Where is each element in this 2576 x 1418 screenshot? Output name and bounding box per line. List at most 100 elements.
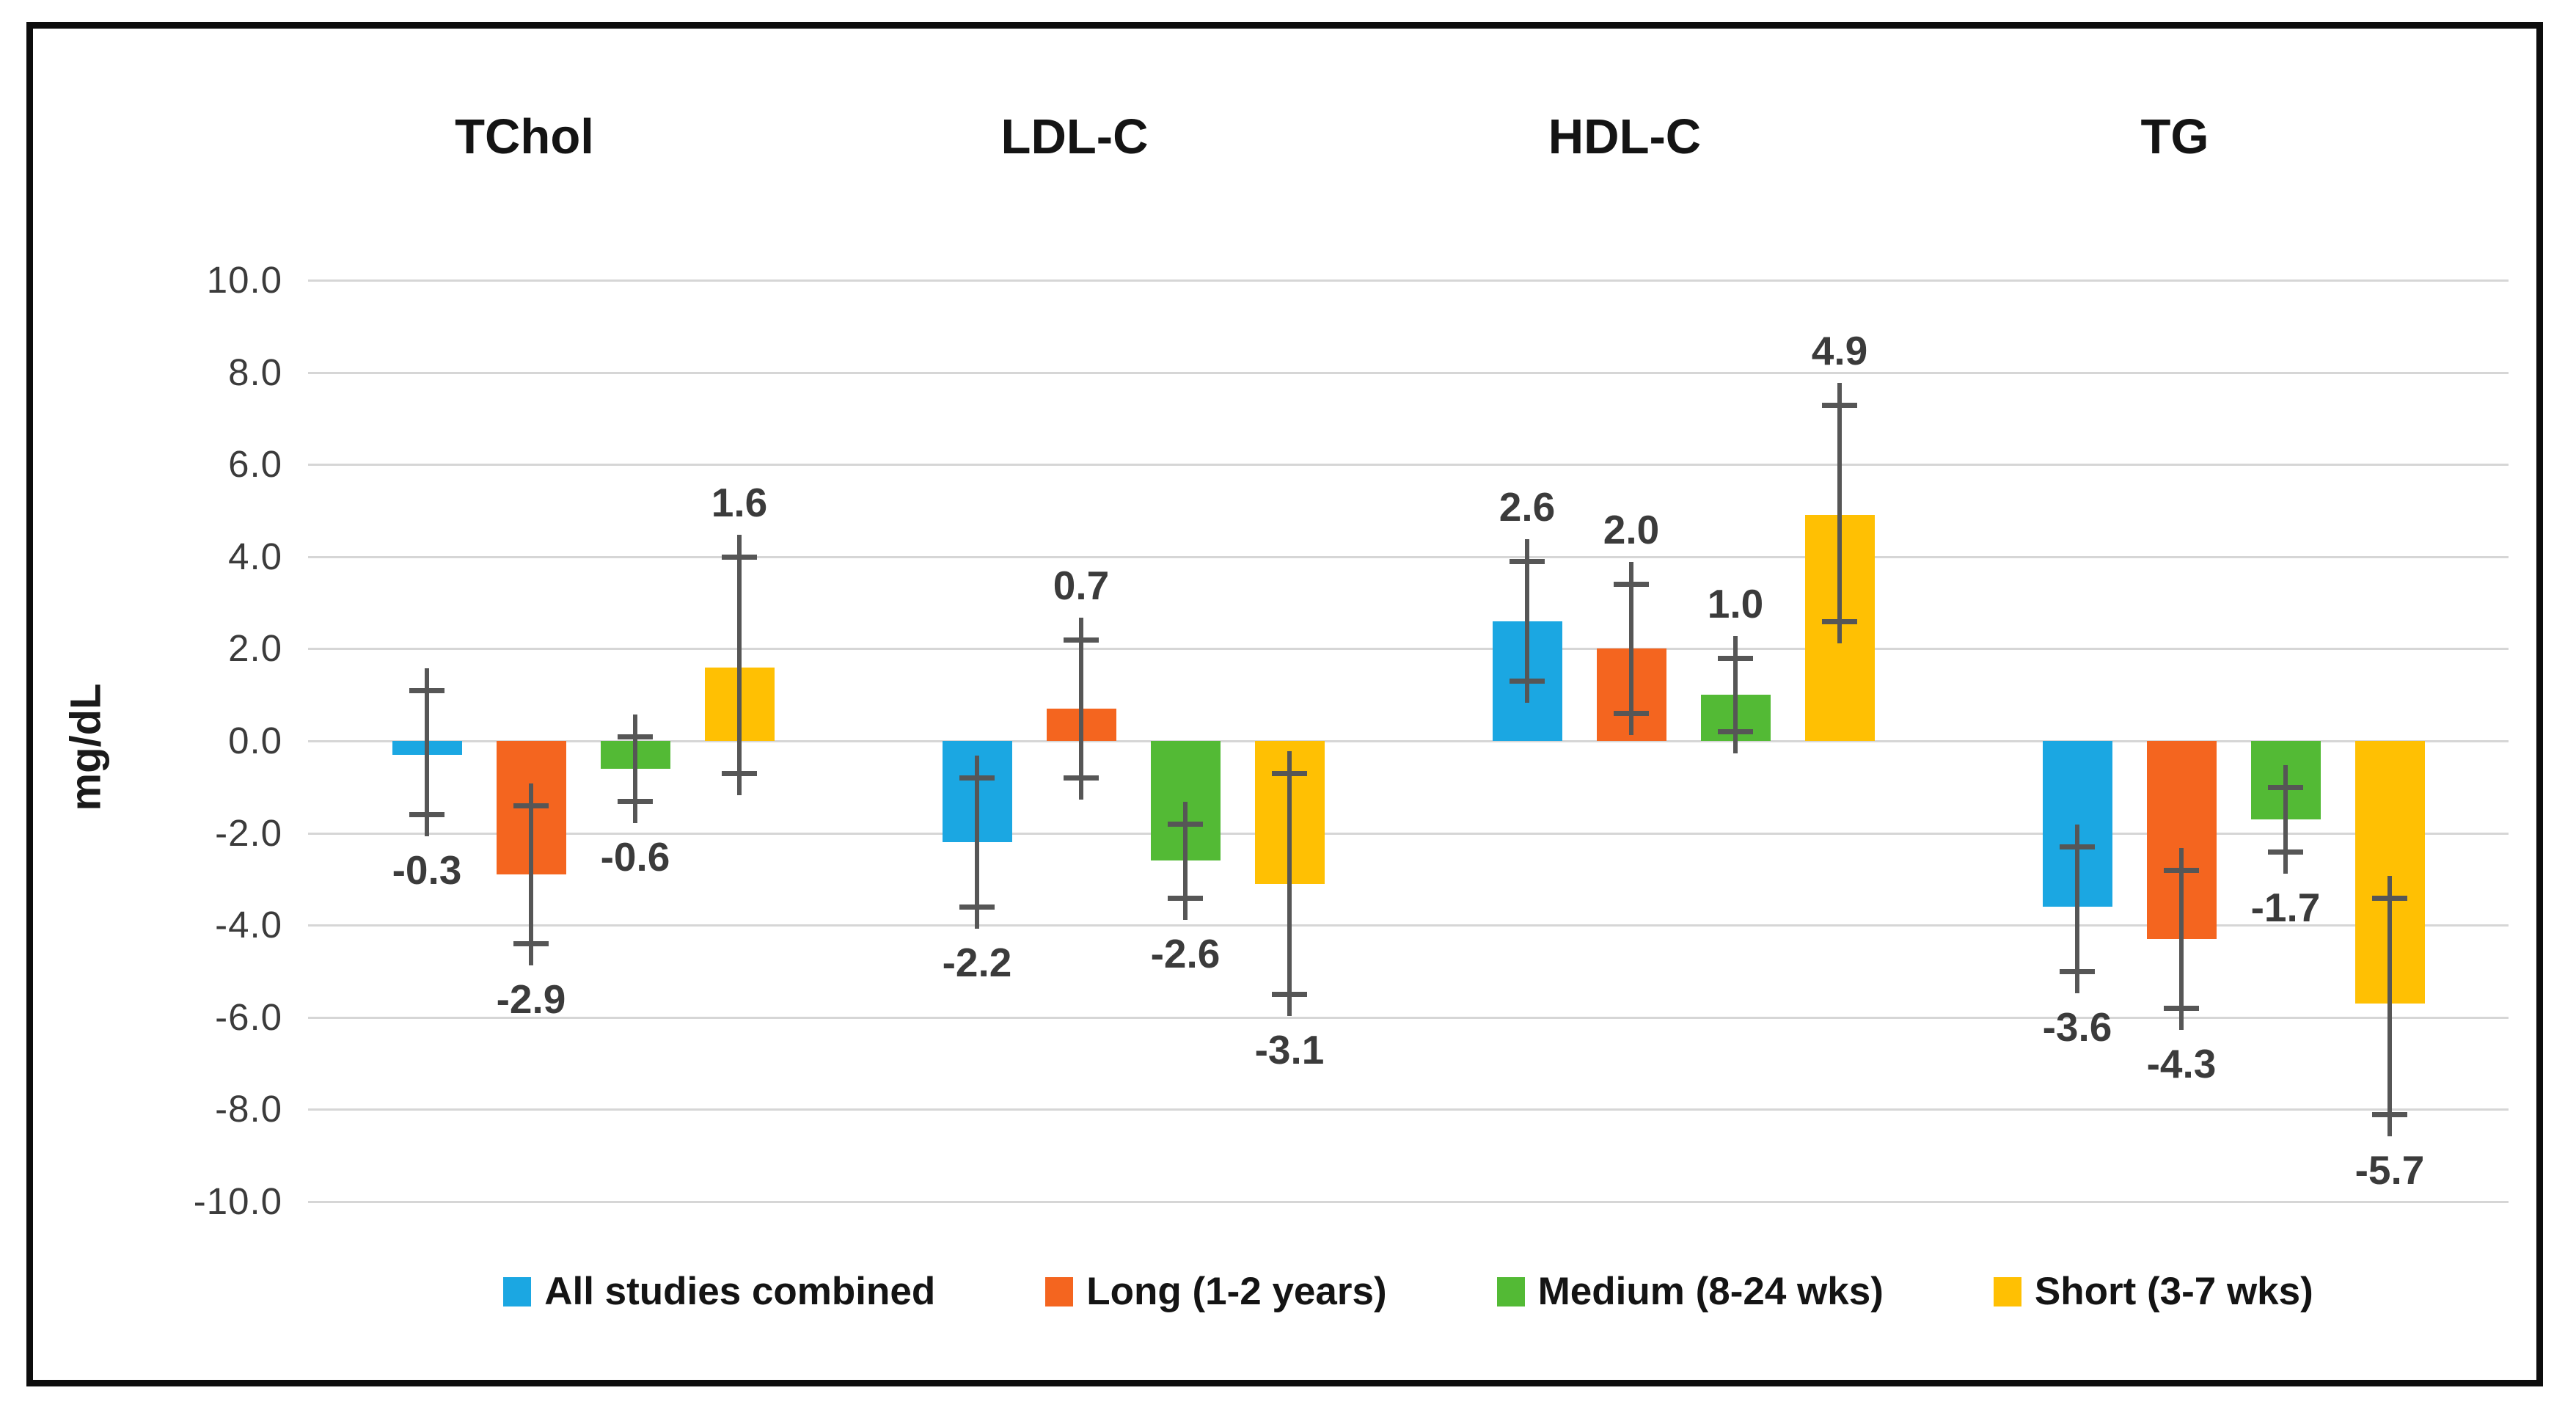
error-bar (1287, 750, 1292, 1017)
legend-item: Short (3-7 wks) (1993, 1269, 2313, 1314)
error-bar (2179, 847, 2184, 1031)
y-tick-label: -8.0 (215, 1088, 282, 1130)
error-cap-top (1614, 582, 1649, 588)
gridline (308, 740, 2509, 742)
gridline (308, 464, 2509, 467)
error-cap-top (513, 803, 549, 808)
error-bar (1837, 382, 1842, 643)
value-label: -1.7 (2250, 884, 2321, 930)
error-cap-bottom (1272, 992, 1307, 998)
y-tick-label: -4.0 (215, 904, 282, 946)
legend-swatch (503, 1276, 532, 1306)
legend-label: All studies combined (544, 1270, 936, 1313)
error-bar (2283, 764, 2288, 874)
legend-swatch (1993, 1276, 2021, 1306)
y-tick-label: 4.0 (228, 535, 282, 577)
error-cap-top (2268, 784, 2303, 790)
error-bar (1525, 539, 1529, 703)
error-cap-top (722, 554, 757, 560)
legend-label: Long (1-2 years) (1086, 1270, 1387, 1313)
error-bar (633, 714, 637, 823)
value-label: 1.6 (711, 479, 768, 525)
value-label: 1.0 (1707, 580, 1764, 626)
legend-label: Short (3-7 wks) (2034, 1270, 2313, 1313)
error-bar (1629, 562, 1633, 736)
chart-frame (26, 22, 2543, 1386)
error-bar (1183, 802, 1188, 920)
error-cap-bottom (1510, 679, 1545, 684)
y-tick-label: 8.0 (228, 351, 282, 393)
error-bar (975, 756, 979, 929)
error-cap-bottom (1718, 729, 1753, 735)
error-cap-bottom (2372, 1111, 2407, 1117)
error-cap-bottom (1064, 775, 1099, 781)
legend-item: Long (1-2 years) (1045, 1269, 1387, 1314)
error-cap-bottom (1168, 895, 1203, 901)
group-title: LDL-C (1000, 109, 1149, 164)
error-cap-top (959, 775, 995, 781)
value-label: -3.6 (2042, 1004, 2112, 1050)
legend: All studies combined Long (1-2 years) Medi… (308, 1269, 2509, 1314)
group-title: TG (2140, 109, 2209, 164)
error-bar (529, 783, 533, 966)
error-cap-bottom (1822, 618, 1857, 624)
error-cap-top (1822, 402, 1857, 408)
error-cap-bottom (409, 812, 444, 818)
value-label: -3.1 (1254, 1027, 1325, 1073)
error-cap-bottom (618, 798, 653, 804)
y-tick-label: 2.0 (228, 627, 282, 670)
legend-item: Medium (8-24 wks) (1496, 1269, 1884, 1314)
legend-swatch (1496, 1276, 1525, 1306)
y-tick-label: -2.0 (215, 811, 282, 854)
gridline (308, 1201, 2509, 1203)
value-label: -5.7 (2354, 1147, 2425, 1193)
value-label: -0.6 (600, 833, 670, 880)
error-cap-bottom (1614, 711, 1649, 717)
y-tick-label: -10.0 (193, 1180, 282, 1222)
error-bar (1079, 617, 1083, 800)
gridline (308, 832, 2509, 835)
value-label: 2.6 (1499, 484, 1556, 530)
gridline (308, 1016, 2509, 1019)
group-title: HDL-C (1548, 109, 1702, 164)
error-cap-bottom (513, 941, 549, 947)
error-bar (1733, 635, 1738, 754)
value-label: 4.9 (1811, 327, 1868, 373)
error-bar (737, 534, 742, 795)
error-cap-top (1168, 822, 1203, 827)
gridline (308, 924, 2509, 927)
value-label: 0.7 (1053, 562, 1110, 608)
gridline (308, 1108, 2509, 1111)
error-bar (2075, 825, 2079, 993)
error-cap-bottom (2060, 969, 2095, 974)
error-cap-bottom (959, 904, 995, 910)
group-title: TChol (455, 109, 594, 164)
legend-label: Medium (8-24 wks) (1537, 1270, 1884, 1313)
gridline (308, 648, 2509, 651)
error-cap-top (1272, 770, 1307, 776)
legend-swatch (1045, 1276, 1074, 1306)
y-tick-label: 10.0 (206, 259, 282, 301)
value-label: -2.6 (1150, 930, 1221, 976)
error-cap-top (2372, 895, 2407, 901)
error-cap-top (618, 734, 653, 739)
value-label: -2.9 (496, 976, 566, 1023)
value-label: -0.3 (392, 847, 462, 893)
error-bar (2387, 875, 2392, 1136)
error-cap-top (2060, 844, 2095, 850)
value-label: -2.2 (942, 940, 1012, 986)
error-cap-bottom (722, 770, 757, 776)
error-cap-top (2164, 867, 2199, 873)
y-tick-label: 0.0 (228, 720, 282, 761)
error-bar (425, 668, 429, 837)
legend-item: All studies combined (503, 1269, 935, 1314)
y-tick-label: -6.0 (215, 995, 282, 1038)
value-label: -4.3 (2146, 1041, 2217, 1087)
gridline (308, 279, 2509, 282)
error-cap-top (1718, 655, 1753, 661)
y-tick-label: 6.0 (228, 443, 282, 486)
error-cap-bottom (2268, 849, 2303, 855)
error-cap-bottom (2164, 1006, 2199, 1012)
y-axis-title: mg/dL (62, 683, 110, 811)
